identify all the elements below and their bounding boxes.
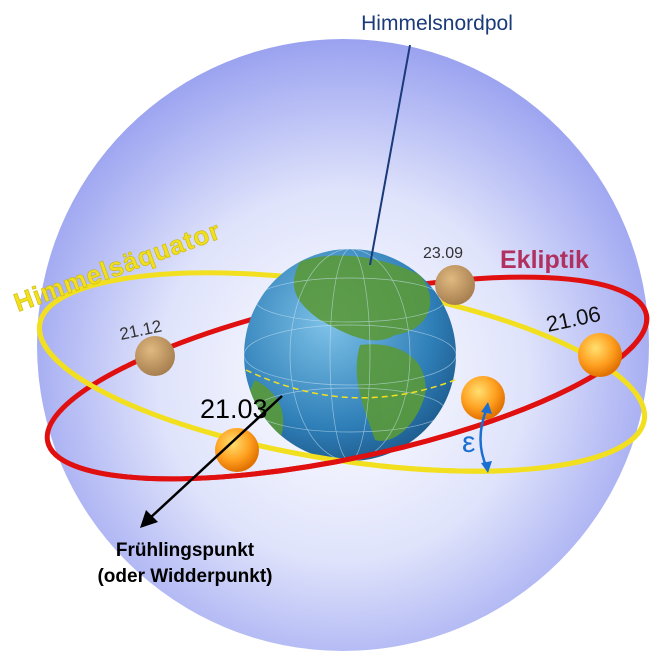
date-label: 21.03 bbox=[200, 394, 268, 424]
pole-label: Himmelsnordpol bbox=[361, 12, 513, 35]
vernal-label-alt: (oder Widderpunkt) bbox=[97, 566, 272, 587]
diagram: Himmelsnordpol Himmelsäquator Ekliptik 2… bbox=[0, 0, 653, 657]
sun-dec bbox=[135, 336, 175, 376]
sun-mar bbox=[215, 428, 259, 472]
sun-sep bbox=[435, 265, 475, 305]
ecliptic-label: Ekliptik bbox=[500, 246, 589, 274]
vernal-label: Frühlingspunkt bbox=[116, 540, 255, 561]
earth bbox=[244, 249, 456, 461]
sun-jun bbox=[578, 333, 622, 377]
sun-obliquity bbox=[461, 376, 505, 420]
date-label: 23.09 bbox=[423, 245, 463, 262]
obliquity-label: ε bbox=[462, 426, 475, 459]
